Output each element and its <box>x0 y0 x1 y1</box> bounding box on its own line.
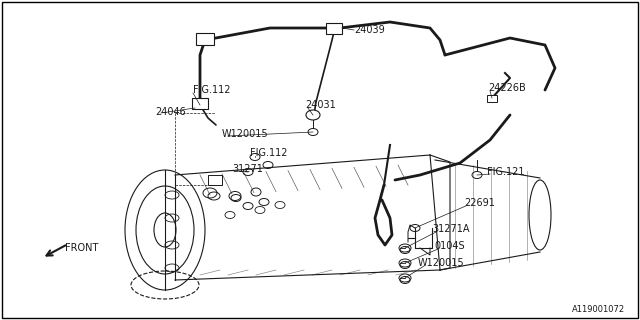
Text: 24226B: 24226B <box>488 83 525 93</box>
Text: FIG.112: FIG.112 <box>193 85 230 95</box>
Text: 0104S: 0104S <box>434 241 465 251</box>
Text: W120015: W120015 <box>418 258 465 268</box>
Ellipse shape <box>306 110 320 120</box>
Bar <box>192 98 208 109</box>
Text: 24039: 24039 <box>354 25 385 35</box>
Text: W120015: W120015 <box>222 129 269 139</box>
Text: A119001072: A119001072 <box>572 305 625 314</box>
Bar <box>196 33 214 45</box>
Bar <box>326 23 342 34</box>
Text: 24031: 24031 <box>305 100 336 110</box>
Bar <box>487 95 497 102</box>
Text: 22691: 22691 <box>464 198 495 208</box>
Bar <box>208 175 222 185</box>
Text: FIG.112: FIG.112 <box>250 148 287 158</box>
Text: FRONT: FRONT <box>65 243 99 253</box>
Text: FIG.121: FIG.121 <box>487 167 525 177</box>
Text: 31271A: 31271A <box>432 224 470 234</box>
Text: 24046: 24046 <box>155 107 186 117</box>
Text: 31271: 31271 <box>232 164 263 174</box>
